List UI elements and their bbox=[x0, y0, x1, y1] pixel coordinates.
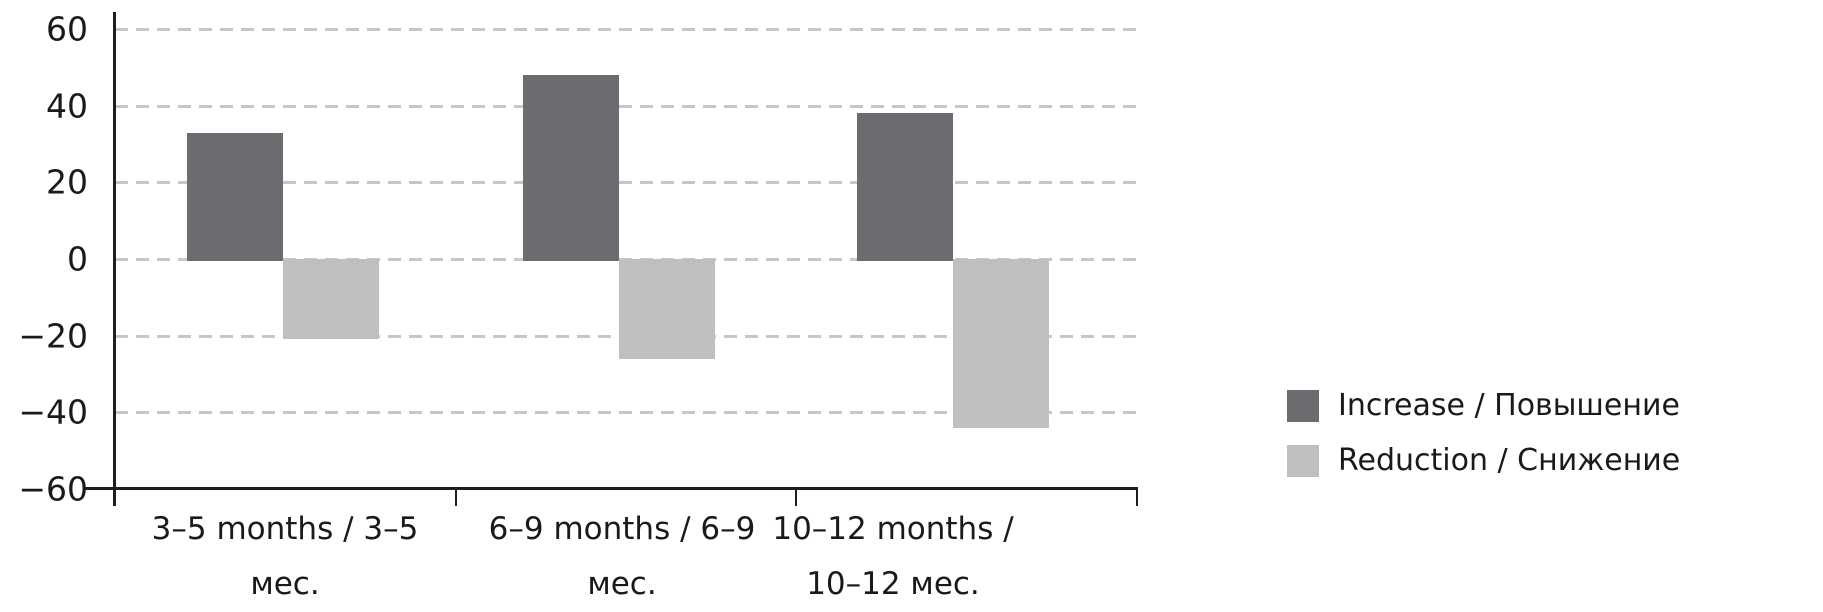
x-tick-mark bbox=[795, 487, 797, 506]
gridline-20 bbox=[115, 181, 1138, 184]
y-tick-label: −40 bbox=[18, 392, 88, 432]
category-label: 6–9 months / 6–9 мес. bbox=[488, 511, 756, 602]
reduction-bar bbox=[619, 259, 715, 359]
increase-swatch bbox=[1287, 390, 1319, 422]
y-tick-label: 40 bbox=[46, 86, 88, 126]
reduction-bar bbox=[283, 259, 379, 339]
y-tick-label: 60 bbox=[46, 9, 88, 49]
category-label: 3–5 months / 3–5 мес. bbox=[151, 511, 419, 602]
legend-label-reduction: Reduction / Снижение bbox=[1338, 443, 1681, 478]
legend: Increase / Повышение Reduction / Снижени… bbox=[1287, 389, 1680, 478]
x-tick-mark bbox=[1136, 487, 1138, 506]
y-tick-label: −20 bbox=[18, 316, 88, 356]
increase-bar bbox=[857, 113, 953, 261]
reduction-bar bbox=[953, 259, 1049, 428]
x-tick-mark bbox=[455, 487, 457, 506]
reduction-swatch bbox=[1287, 445, 1319, 477]
y-tick-label: 0 bbox=[67, 239, 88, 279]
y-tick-label: −60 bbox=[18, 469, 88, 509]
gridline-60 bbox=[115, 28, 1138, 31]
y-tick-label: 20 bbox=[46, 162, 88, 202]
legend-label-increase: Increase / Повышение bbox=[1338, 388, 1680, 423]
x-axis-line bbox=[85, 487, 1138, 490]
y-axis-line bbox=[113, 12, 116, 506]
legend-item-reduction: Reduction / Снижение bbox=[1287, 444, 1680, 478]
gridline--40 bbox=[115, 411, 1138, 414]
category-label: 10–12 months / 10–12 мес. bbox=[772, 511, 1014, 602]
legend-item-increase: Increase / Повышение bbox=[1287, 389, 1680, 423]
increase-bar bbox=[187, 133, 283, 261]
gridline-40 bbox=[115, 105, 1138, 108]
increase-bar bbox=[523, 75, 619, 261]
